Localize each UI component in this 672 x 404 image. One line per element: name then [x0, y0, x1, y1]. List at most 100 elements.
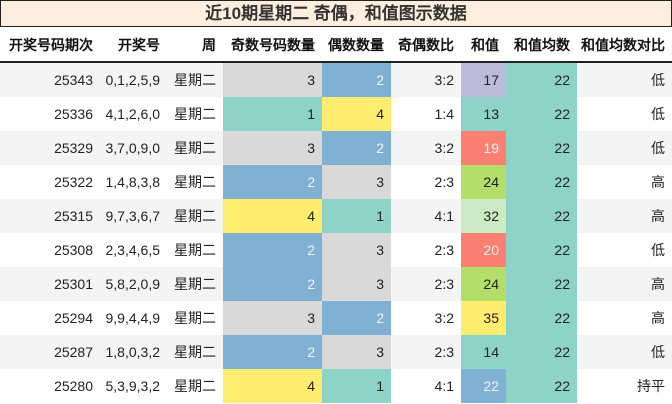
table-row: 25301 5,8,2,0,9 星期二 2 3 2:3 24 22 高: [0, 267, 672, 301]
numbers-cell: 1,8,0,3,2: [100, 335, 167, 369]
numbers-cell: 0,1,2,5,9: [100, 62, 167, 97]
odd-count-cell: 4: [223, 199, 322, 233]
ratio-cell: 3:2: [391, 62, 461, 97]
sum-cell: 35: [461, 301, 506, 335]
odd-count-cell: 1: [223, 97, 322, 131]
table-row: 25336 4,1,2,6,0 星期二 1 4 1:4 13 22 低: [0, 97, 672, 131]
odd-count-cell: 4: [223, 369, 322, 403]
week-cell: 星期二: [167, 97, 223, 131]
numbers-cell: 1,4,8,3,8: [100, 165, 167, 199]
sum-avg-cell: 22: [506, 233, 577, 267]
sum-compare-cell: 高: [577, 301, 672, 335]
sum-avg-cell: 22: [506, 165, 577, 199]
even-count-cell: 3: [322, 233, 391, 267]
numbers-cell: 5,8,2,0,9: [100, 267, 167, 301]
sum-compare-cell: 持平: [577, 369, 672, 403]
ratio-cell: 2:3: [391, 335, 461, 369]
issue-cell: 25294: [0, 301, 100, 335]
sum-cell: 24: [461, 267, 506, 301]
ratio-cell: 2:3: [391, 267, 461, 301]
even-count-cell: 4: [322, 97, 391, 131]
sum-cell: 14: [461, 335, 506, 369]
week-cell: 星期二: [167, 165, 223, 199]
issue-cell: 25322: [0, 165, 100, 199]
numbers-cell: 3,7,0,9,0: [100, 131, 167, 165]
col-header-week: 周: [167, 28, 223, 63]
col-header-sum: 和值: [461, 28, 506, 63]
issue-cell: 25308: [0, 233, 100, 267]
ratio-cell: 2:3: [391, 165, 461, 199]
table-row: 25308 2,3,4,6,5 星期二 2 3 2:3 20 22 低: [0, 233, 672, 267]
week-cell: 星期二: [167, 62, 223, 97]
even-count-cell: 3: [322, 165, 391, 199]
sum-avg-cell: 22: [506, 131, 577, 165]
col-header-numbers: 开奖号: [100, 28, 167, 63]
odd-count-cell: 2: [223, 335, 322, 369]
numbers-cell: 2,3,4,6,5: [100, 233, 167, 267]
col-header-sum-avg: 和值均数: [506, 28, 577, 63]
data-table: 开奖号码期次 开奖号 周 奇数号码数量 偶数数量 奇偶数比 和值 和值均数 和值…: [0, 28, 672, 403]
sum-compare-cell: 高: [577, 267, 672, 301]
sum-cell: 20: [461, 233, 506, 267]
issue-cell: 25301: [0, 267, 100, 301]
col-header-odd-count: 奇数号码数量: [223, 28, 322, 63]
table-row: 25343 0,1,2,5,9 星期二 3 2 3:2 17 22 低: [0, 62, 672, 97]
issue-cell: 25336: [0, 97, 100, 131]
table-row: 25280 5,3,9,3,2 星期二 4 1 4:1 22 22 持平: [0, 369, 672, 403]
week-cell: 星期二: [167, 199, 223, 233]
ratio-cell: 4:1: [391, 369, 461, 403]
ratio-cell: 2:3: [391, 233, 461, 267]
ratio-cell: 4:1: [391, 199, 461, 233]
table-row: 25329 3,7,0,9,0 星期二 3 2 3:2 19 22 低: [0, 131, 672, 165]
odd-count-cell: 3: [223, 62, 322, 97]
issue-cell: 25329: [0, 131, 100, 165]
sum-compare-cell: 高: [577, 165, 672, 199]
sum-avg-cell: 22: [506, 199, 577, 233]
odd-count-cell: 2: [223, 165, 322, 199]
week-cell: 星期二: [167, 233, 223, 267]
table-row: 25322 1,4,8,3,8 星期二 2 3 2:3 24 22 高: [0, 165, 672, 199]
even-count-cell: 2: [322, 301, 391, 335]
table-title: 近10期星期二 奇偶，和值图示数据: [0, 0, 672, 27]
numbers-cell: 9,7,3,6,7: [100, 199, 167, 233]
odd-count-cell: 2: [223, 233, 322, 267]
week-cell: 星期二: [167, 301, 223, 335]
odd-count-cell: 3: [223, 131, 322, 165]
sum-compare-cell: 低: [577, 131, 672, 165]
even-count-cell: 2: [322, 62, 391, 97]
sum-avg-cell: 22: [506, 97, 577, 131]
issue-cell: 25315: [0, 199, 100, 233]
even-count-cell: 3: [322, 267, 391, 301]
sum-compare-cell: 低: [577, 233, 672, 267]
sum-cell: 24: [461, 165, 506, 199]
sum-compare-cell: 高: [577, 199, 672, 233]
sum-cell: 32: [461, 199, 506, 233]
col-header-issue: 开奖号码期次: [0, 28, 100, 63]
sum-avg-cell: 22: [506, 62, 577, 97]
sum-avg-cell: 22: [506, 369, 577, 403]
week-cell: 星期二: [167, 335, 223, 369]
table-row: 25315 9,7,3,6,7 星期二 4 1 4:1 32 22 高: [0, 199, 672, 233]
col-header-even-count: 偶数数量: [322, 28, 391, 63]
odd-count-cell: 2: [223, 267, 322, 301]
numbers-cell: 4,1,2,6,0: [100, 97, 167, 131]
even-count-cell: 2: [322, 131, 391, 165]
sum-avg-cell: 22: [506, 335, 577, 369]
numbers-cell: 5,3,9,3,2: [100, 369, 167, 403]
numbers-cell: 9,9,4,4,9: [100, 301, 167, 335]
sum-cell: 19: [461, 131, 506, 165]
sum-compare-cell: 低: [577, 97, 672, 131]
col-header-sum-compare: 和值均数对比: [577, 28, 672, 63]
sum-avg-cell: 22: [506, 301, 577, 335]
sum-avg-cell: 22: [506, 267, 577, 301]
issue-cell: 25343: [0, 62, 100, 97]
table-row: 25294 9,9,4,4,9 星期二 3 2 3:2 35 22 高: [0, 301, 672, 335]
week-cell: 星期二: [167, 369, 223, 403]
table-row: 25287 1,8,0,3,2 星期二 2 3 2:3 14 22 低: [0, 335, 672, 369]
ratio-cell: 3:2: [391, 131, 461, 165]
header-row: 开奖号码期次 开奖号 周 奇数号码数量 偶数数量 奇偶数比 和值 和值均数 和值…: [0, 28, 672, 63]
week-cell: 星期二: [167, 131, 223, 165]
ratio-cell: 3:2: [391, 301, 461, 335]
even-count-cell: 1: [322, 369, 391, 403]
issue-cell: 25287: [0, 335, 100, 369]
